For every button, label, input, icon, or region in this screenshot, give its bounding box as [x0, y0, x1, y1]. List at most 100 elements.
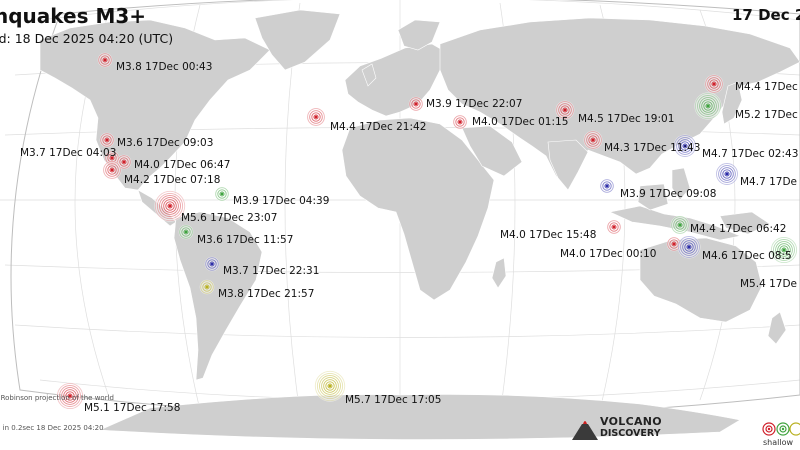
earthquake-marker[interactable] [204, 256, 220, 272]
earthquake-marker-ring [309, 110, 323, 124]
earthquake-marker-ring [673, 218, 687, 232]
earthquake-marker-ring [202, 282, 212, 292]
volcano-discovery-logo: VOLCANO DISCOVERY [572, 414, 672, 444]
earthquake-marker-center [184, 230, 188, 234]
earthquake-marker-center [414, 102, 418, 106]
arabia [461, 125, 523, 177]
earthquake-marker[interactable] [694, 92, 722, 120]
earthquake-marker-center [110, 168, 114, 172]
earthquake-marker-ring [716, 163, 738, 185]
earthquake-marker-center [782, 248, 786, 252]
earthquake-label: M5.4 17De [740, 278, 798, 290]
earthquake-marker[interactable] [97, 52, 113, 68]
earthquake-marker-ring [161, 197, 179, 215]
earthquake-label: M5.2 17Dec 0 [735, 109, 800, 121]
earthquake-marker-ring [181, 227, 191, 237]
earthquake-marker-ring [709, 79, 719, 89]
earthquake-marker-ring [779, 245, 789, 255]
earthquake-marker-center [706, 104, 710, 108]
earthquake-marker[interactable] [408, 96, 424, 112]
earthquake-marker[interactable] [555, 100, 575, 120]
earthquake-marker-ring [781, 247, 787, 253]
earthquake-marker-ring [770, 236, 798, 264]
earthquake-marker-ring [204, 284, 210, 290]
earthquake-marker-ring [558, 103, 572, 117]
earthquake-label: M4.4 17Dec 21:42 [330, 121, 427, 133]
new-zealand [767, 311, 787, 345]
earthquake-marker[interactable] [715, 162, 739, 186]
earthquake-marker-center [591, 138, 595, 142]
earthquake-marker-ring [705, 75, 723, 93]
earthquake-marker[interactable] [770, 236, 798, 264]
earthquake-marker[interactable] [56, 382, 84, 410]
earthquake-marker[interactable] [214, 186, 230, 202]
earthquake-marker[interactable] [452, 114, 468, 130]
earthquake-marker[interactable] [199, 279, 215, 295]
earthquake-marker-ring [775, 241, 793, 259]
earthquake-label: M4.5 17Dec 19:01 [578, 113, 675, 125]
earthquake-marker-ring [707, 77, 721, 91]
earthquake-marker[interactable] [178, 224, 194, 240]
earthquake-marker-ring [680, 238, 698, 256]
earthquake-marker-ring [588, 135, 598, 145]
earthquake-marker-ring [319, 375, 341, 397]
earthquake-marker-ring [684, 242, 694, 252]
earthquake-label: M5.6 17Dec 23:07 [181, 212, 278, 224]
earthquake-marker-ring [720, 167, 734, 181]
earthquake-marker-ring [674, 135, 696, 157]
earthquake-marker-ring [703, 101, 713, 111]
earthquake-marker-ring [119, 157, 129, 167]
earthquake-marker[interactable] [704, 74, 724, 94]
earthquake-marker[interactable] [583, 130, 603, 150]
earthquake-marker-ring [686, 244, 692, 250]
earthquake-marker[interactable] [116, 154, 132, 170]
earthquake-marker-ring [325, 381, 335, 391]
madagascar [491, 257, 507, 289]
earthquake-marker-ring [697, 95, 719, 117]
earthquake-marker-center [168, 204, 172, 208]
earthquake-marker-ring [724, 171, 730, 177]
earthquake-marker-ring [109, 155, 115, 161]
logo-text-discovery: DISCOVERY [600, 428, 661, 439]
earthquake-marker-ring [217, 189, 227, 199]
earthquake-marker-center [105, 138, 109, 142]
earthquake-marker-ring [105, 163, 119, 177]
earthquake-marker-ring [701, 99, 715, 113]
earthquake-marker[interactable] [99, 132, 115, 148]
earthquake-marker[interactable] [306, 107, 326, 127]
earthquake-marker[interactable] [154, 190, 186, 222]
earthquake-marker-ring [311, 112, 321, 122]
earthquake-marker-ring [207, 259, 217, 269]
earthquake-marker[interactable] [670, 215, 690, 235]
earthquake-marker-ring [104, 137, 110, 143]
earthquake-marker-ring [56, 382, 84, 410]
earthquake-label: M4.7 17De [740, 176, 798, 188]
europe [344, 43, 447, 117]
earthquake-marker-ring [102, 135, 112, 145]
earthquake-label: M4.4 17Dec [735, 81, 798, 93]
earthquake-marker-ring [154, 190, 186, 222]
earthquake-marker-ring [65, 391, 75, 401]
earthquake-marker-center [314, 115, 318, 119]
earthquake-marker-ring [117, 155, 131, 169]
earthquake-label: M3.9 17Dec 22:07 [426, 98, 523, 110]
logo-text-volcano: VOLCANO [600, 415, 662, 428]
earthquake-marker[interactable] [599, 178, 615, 194]
earthquake-marker-ring [100, 55, 110, 65]
earthquake-label: M4.7 17Dec 02:43 [702, 148, 799, 160]
earthquake-marker[interactable] [314, 370, 346, 402]
earthquake-marker-ring [694, 92, 722, 120]
earthquake-marker-ring [209, 261, 215, 267]
philippines [671, 167, 691, 201]
earthquake-marker-ring [61, 387, 79, 405]
earthquake-marker-ring [671, 216, 689, 234]
earthquake-marker[interactable] [606, 219, 622, 235]
earthquake-label: M4.3 17Dec 11:43 [604, 142, 701, 154]
earthquake-marker-ring [600, 179, 614, 193]
earthquake-marker-ring [562, 107, 568, 113]
earthquake-marker[interactable] [673, 134, 697, 158]
earthquake-label: M3.9 17Dec 09:08 [620, 188, 717, 200]
earthquake-marker[interactable] [677, 235, 701, 259]
earthquake-marker[interactable] [102, 160, 122, 180]
